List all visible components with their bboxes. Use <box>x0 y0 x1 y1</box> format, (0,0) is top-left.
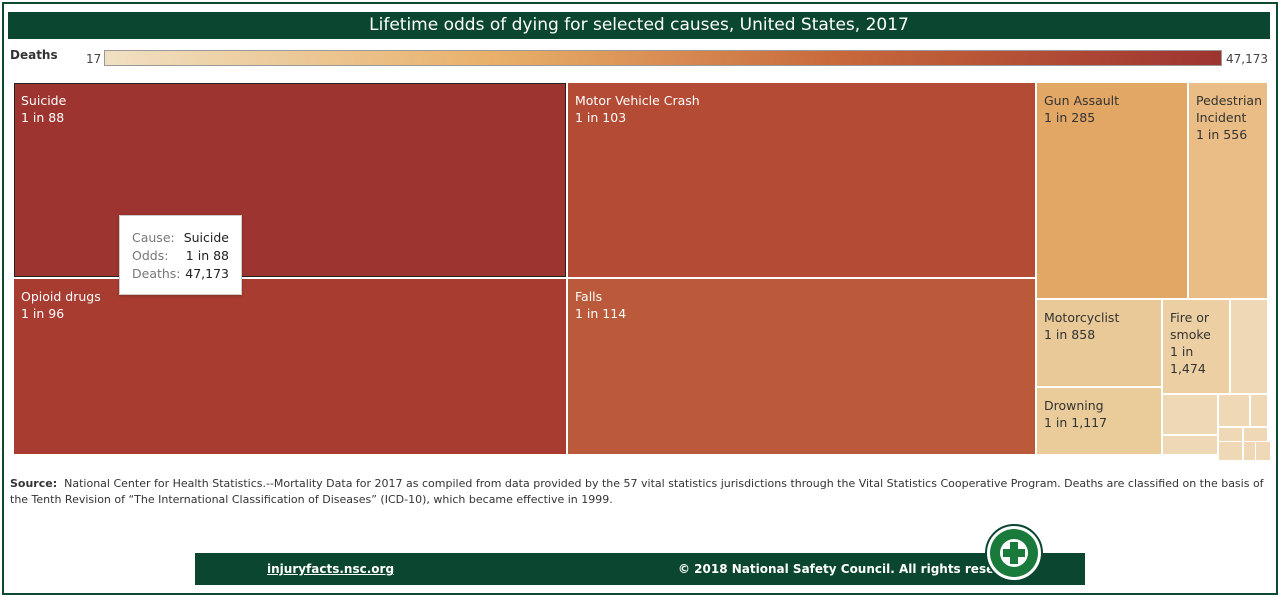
tooltip-odds-label: Odds: <box>132 248 169 263</box>
cell-odds: 1 in 285 <box>1044 110 1096 125</box>
treemap-cell-small[interactable] <box>1250 394 1268 427</box>
legend-color-bar <box>104 50 1222 66</box>
nsc-logo-icon <box>985 524 1043 582</box>
tooltip-odds: 1 in 88 <box>185 248 229 263</box>
treemap-cell-small[interactable] <box>1218 394 1250 427</box>
cell-cause: Gun Assault <box>1044 93 1120 108</box>
treemap-cell-fire-or-smoke[interactable]: Fire or smoke 1 in 1,474 <box>1162 299 1230 394</box>
injuryfacts-link[interactable]: injuryfacts.nsc.org <box>267 562 395 576</box>
treemap-cell-suicide[interactable]: Suicide 1 in 88 <box>13 82 567 278</box>
copyright: © 2018 National Safety Council. All righ… <box>678 562 1030 576</box>
treemap-cell-gun-assault[interactable]: Gun Assault 1 in 285 <box>1036 82 1188 299</box>
cell-cause: Fire or smoke <box>1170 310 1211 342</box>
cell-odds: 1 in 556 <box>1196 127 1248 142</box>
cell-cause: Pedestrian Incident <box>1196 93 1263 125</box>
footer-bar: injuryfacts.nsc.org © 2018 National Safe… <box>195 553 1085 585</box>
cell-cause: Opioid drugs <box>21 289 101 304</box>
treemap-cell-small[interactable] <box>1162 394 1218 435</box>
tooltip-cause-label: Cause: <box>132 230 175 245</box>
cell-odds: 1 in 1,117 <box>1044 415 1108 430</box>
cell-cause: Suicide <box>21 93 67 108</box>
cell-cause: Motor Vehicle Crash <box>575 93 700 108</box>
treemap-cell-small[interactable] <box>1230 299 1268 394</box>
legend-label: Deaths <box>10 48 58 62</box>
cell-odds: 1 in 88 <box>21 110 65 125</box>
chart-title: Lifetime odds of dying for selected caus… <box>8 12 1270 39</box>
cell-cause: Falls <box>575 289 603 304</box>
cell-odds: 1 in 96 <box>21 306 65 321</box>
treemap-cell-motorcyclist[interactable]: Motorcyclist 1 in 858 <box>1036 299 1162 387</box>
legend-max: 47,173 <box>1226 52 1268 66</box>
treemap-cell-small[interactable] <box>1162 435 1218 455</box>
cell-odds: 1 in 858 <box>1044 327 1096 342</box>
treemap-cell-pedestrian-incident[interactable]: Pedestrian Incident 1 in 556 <box>1188 82 1268 299</box>
tooltip-deaths-label: Deaths: <box>132 266 181 281</box>
treemap-cell-small[interactable] <box>1255 441 1271 461</box>
source-note: Source: National Center for Health Stati… <box>10 476 1265 508</box>
source-text: National Center for Health Statistics.--… <box>10 477 1264 506</box>
treemap-cell-motor-vehicle-crash[interactable]: Motor Vehicle Crash 1 in 103 <box>567 82 1036 278</box>
treemap-cell-small[interactable] <box>1218 441 1243 461</box>
treemap-cell-falls[interactable]: Falls 1 in 114 <box>567 278 1036 455</box>
cell-odds: 1 in 103 <box>575 110 627 125</box>
tooltip: Cause: Suicide Odds: 1 in 88 Deaths: 47,173 <box>119 215 242 295</box>
cell-cause: Motorcyclist <box>1044 310 1120 325</box>
legend-min: 17 <box>86 52 102 66</box>
cell-odds: 1 in 1,474 <box>1170 344 1206 376</box>
cell-odds: 1 in 114 <box>575 306 627 321</box>
tooltip-cause: Suicide <box>183 230 229 245</box>
tooltip-deaths: 47,173 <box>185 266 229 281</box>
treemap-cell-drowning[interactable]: Drowning 1 in 1,117 <box>1036 387 1162 455</box>
cell-cause: Drowning <box>1044 398 1104 413</box>
source-label: Source: <box>10 477 58 490</box>
treemap-cell-opioid-drugs[interactable]: Opioid drugs 1 in 96 <box>13 278 567 455</box>
